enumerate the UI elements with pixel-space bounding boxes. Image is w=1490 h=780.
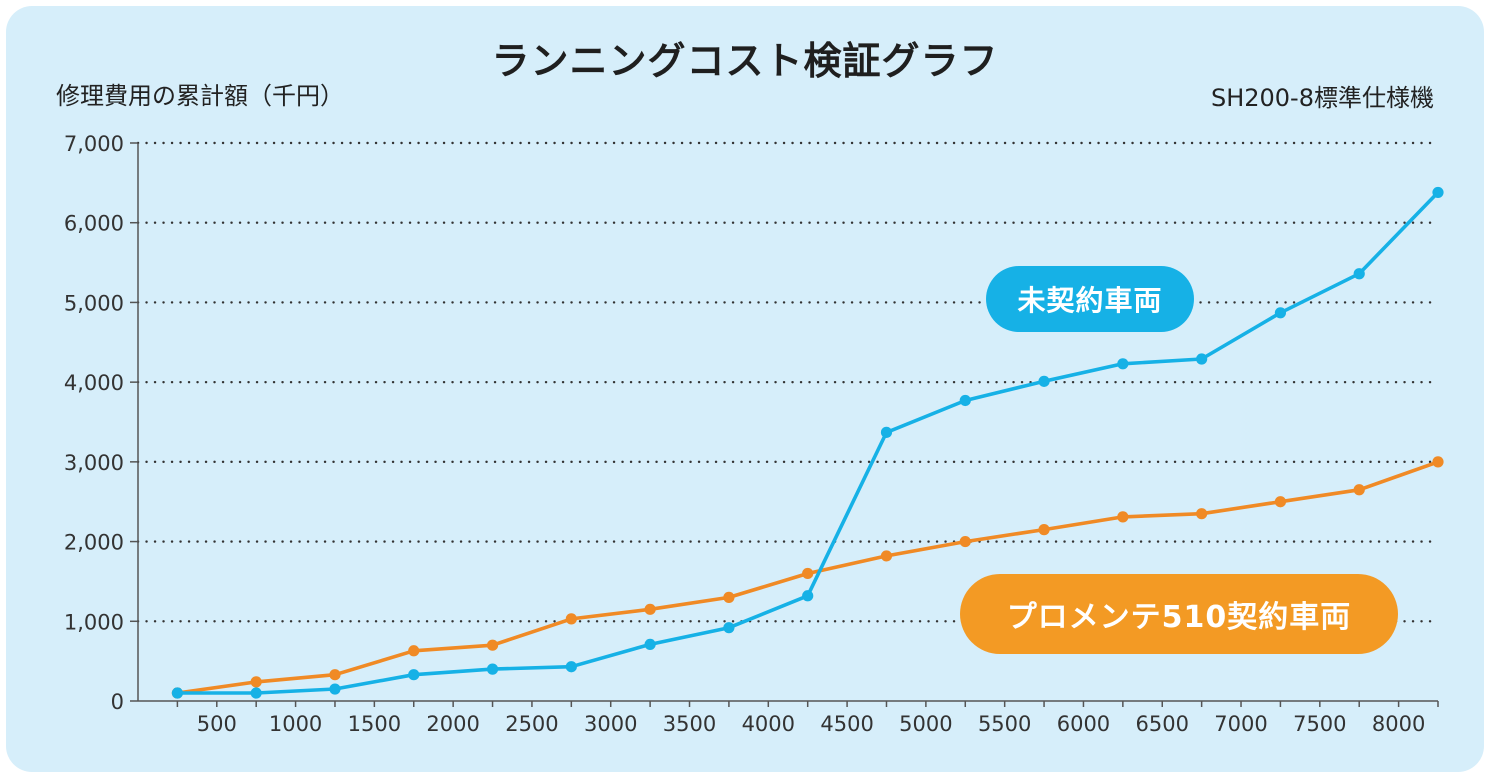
y-tick-label: 2,000 <box>64 531 124 555</box>
y-tick-label: 3,000 <box>64 451 124 475</box>
data-point-contracted <box>959 535 971 548</box>
machine-spec-note: SH200-8標準仕様機 <box>1210 84 1434 112</box>
data-point-contracted <box>802 567 814 580</box>
data-point-contracted <box>880 550 893 562</box>
data-point-uncontracted <box>1117 358 1129 370</box>
y-tick-label: 6,000 <box>64 212 124 236</box>
y-tick-label: 7,000 <box>64 132 124 156</box>
data-point-uncontracted <box>486 663 499 675</box>
x-tick-label: 4000 <box>742 712 795 736</box>
data-point-uncontracted <box>880 426 893 438</box>
x-tick-label: 8000 <box>1372 712 1425 736</box>
data-point-uncontracted <box>1432 186 1444 199</box>
chart-title: ランニングコスト検証グラフ <box>491 39 999 83</box>
data-point-contracted <box>250 676 262 688</box>
data-point-uncontracted <box>250 687 262 699</box>
data-point-contracted <box>408 645 420 657</box>
data-point-uncontracted <box>1353 268 1365 280</box>
x-tick-label: 500 <box>197 712 237 736</box>
data-point-contracted <box>1274 496 1287 508</box>
data-point-uncontracted <box>644 638 656 651</box>
x-tick-label: 6000 <box>1057 712 1110 736</box>
data-point-contracted <box>1038 524 1050 536</box>
data-point-uncontracted <box>723 622 735 634</box>
data-point-uncontracted <box>565 661 577 673</box>
data-point-contracted <box>644 603 656 615</box>
x-tick-label: 4500 <box>820 712 873 736</box>
x-tick-label: 6500 <box>1136 712 1189 736</box>
x-tick-label: 1000 <box>269 712 322 736</box>
y-tick-label: 0 <box>111 690 124 714</box>
y-axis-label: 修理費用の累計額（千円） <box>56 82 344 110</box>
data-point-uncontracted <box>408 669 420 681</box>
data-point-uncontracted <box>1196 353 1208 365</box>
x-tick-label: 3500 <box>663 712 716 736</box>
x-tick-label: 5000 <box>899 712 952 736</box>
data-point-contracted <box>329 669 341 681</box>
data-point-contracted <box>723 591 735 603</box>
data-point-contracted <box>1117 511 1129 523</box>
x-tick-label: 7500 <box>1293 712 1346 736</box>
y-tick-label: 5,000 <box>64 291 124 315</box>
x-tick-label: 3000 <box>584 712 637 736</box>
x-tick-label: 1500 <box>348 712 401 736</box>
data-point-uncontracted <box>1274 307 1287 319</box>
data-point-contracted <box>486 639 499 651</box>
legend-badge-contracted: プロメンテ510契約車両 <box>960 574 1398 654</box>
data-point-contracted <box>1196 508 1208 520</box>
data-point-contracted <box>565 613 577 625</box>
data-point-contracted <box>1353 484 1365 496</box>
data-point-uncontracted <box>959 394 971 407</box>
x-tick-label: 2500 <box>505 712 558 736</box>
data-point-uncontracted <box>171 687 183 699</box>
y-tick-label: 1,000 <box>64 610 124 634</box>
x-tick-label: 2000 <box>426 712 479 736</box>
data-point-uncontracted <box>1038 375 1050 387</box>
x-tick-label: 7000 <box>1214 712 1267 736</box>
data-point-uncontracted <box>802 590 814 602</box>
data-point-contracted <box>1432 456 1444 468</box>
y-tick-label: 4,000 <box>64 371 124 395</box>
x-tick-label: 5500 <box>978 712 1031 736</box>
legend-badge-uncontracted: 未契約車両 <box>986 266 1194 332</box>
data-point-uncontracted <box>329 683 341 695</box>
